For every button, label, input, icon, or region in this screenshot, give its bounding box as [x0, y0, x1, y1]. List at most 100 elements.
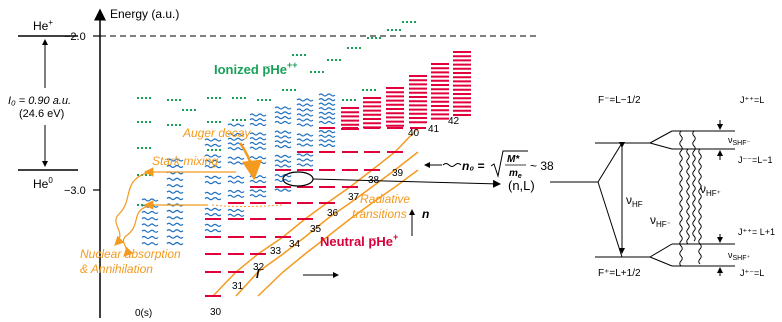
nu-shf-plus-label: νSHF⁺: [728, 250, 751, 262]
auger-level: [318, 111, 336, 115]
auger-level: [274, 188, 292, 192]
neutral-label: Neutral p̅He+: [320, 232, 398, 249]
n-axis-label: n: [422, 207, 429, 221]
cascade-chain-1: [212, 127, 419, 297]
auger-level: [141, 229, 159, 233]
cascade-chain-3: [257, 169, 419, 297]
radiative-cascade-chains: [212, 127, 419, 297]
ionization-energy-value: I₀ = 0.90 a.u.: [8, 95, 71, 107]
cascade-chain-2: [235, 151, 419, 297]
auger-level: [249, 156, 267, 160]
auger-level: [166, 196, 184, 201]
auger-level: [249, 137, 267, 141]
auger-level: [141, 223, 159, 227]
upper-metastable-levels: [341, 51, 471, 130]
auger-level: [296, 143, 314, 147]
he-plus-label: He+: [33, 18, 53, 33]
auger-level: [296, 123, 314, 127]
level-number-33: 33: [270, 246, 282, 257]
auger-level: [166, 222, 184, 226]
auger-level: [166, 216, 184, 220]
tick-label-minus2: −2.0: [64, 31, 86, 43]
auger-level: [274, 159, 292, 163]
level-number-34: 34: [289, 239, 301, 250]
auger-level: [318, 139, 336, 143]
annihilation-label: & Annihilation: [80, 262, 153, 276]
auger-level: [227, 208, 245, 213]
auger-level: [141, 235, 159, 240]
auger-level: [141, 198, 159, 202]
auger-level: [249, 132, 267, 136]
hf-transition: [698, 148, 702, 265]
level-number-42: 42: [448, 116, 460, 127]
f-minus-split-down: [649, 142, 673, 150]
auger-level: [204, 191, 222, 195]
auger-level: [166, 209, 184, 214]
auger-level: [318, 134, 336, 138]
zoom-arrow: [312, 178, 501, 188]
nu-hf-label: νHF: [626, 193, 643, 209]
auger-level: [296, 108, 314, 112]
auger-level: [204, 229, 222, 233]
auger-level: [204, 159, 222, 163]
auger-level: [249, 175, 267, 179]
auger-level: [227, 132, 245, 137]
radiative-label-line2: transitions: [352, 207, 407, 221]
auger-level: [166, 229, 184, 233]
auger-level: [249, 118, 267, 122]
nu-hf-minus-label: νHF⁻: [650, 213, 671, 229]
split-down-line: [597, 181, 623, 258]
auger-level: [166, 184, 184, 188]
level-number-31: 31: [232, 281, 244, 292]
hf-transition: [692, 130, 696, 242]
auger-level: [227, 147, 245, 151]
hyperfine-transitions: [679, 130, 702, 267]
nu-shf-minus-label: νSHF⁻: [728, 135, 751, 147]
n0-pointer-wave: [442, 163, 462, 167]
ionization-energy-ev: (24.6 eV): [19, 108, 64, 120]
level-number-32: 32: [253, 262, 265, 273]
auger-level: [227, 175, 245, 179]
level-number-35: 35: [310, 224, 322, 235]
level-number-36: 36: [327, 208, 339, 219]
n0-sqrt-sign: [490, 150, 528, 178]
auger-level: [274, 140, 292, 144]
n0-numerator: M*: [507, 154, 520, 165]
auger-level: [166, 235, 184, 239]
auger-level: [204, 181, 222, 185]
level-number-41: 41: [428, 124, 440, 135]
auger-level: [141, 242, 159, 246]
auger-level: [166, 158, 184, 162]
j-pm-top-label: J⁺⁺=L: [740, 95, 764, 105]
auger-level: [274, 116, 292, 120]
f-plus-label: F⁺=L+1/2: [598, 268, 641, 279]
auger-level: [204, 197, 222, 201]
stark-mixing-label: Stark mixing: [152, 154, 218, 168]
level-number-37: 37: [348, 192, 360, 203]
auger-level: [204, 138, 222, 142]
auger-level: [296, 103, 314, 107]
level-number-40: 40: [408, 128, 420, 139]
auger-level: [166, 190, 184, 194]
auger-level: [204, 175, 222, 179]
auger-decay-label: Auger decay: [182, 126, 251, 140]
auger-level: [227, 180, 245, 184]
auger-level: [274, 120, 292, 125]
selected-state-ellipse: [282, 171, 314, 187]
auger-level: [204, 165, 222, 169]
auger-level: [274, 135, 292, 139]
auger-level: [204, 207, 222, 211]
auger-level: [274, 164, 292, 168]
auger-level: [296, 133, 314, 137]
auger-level: [204, 223, 222, 227]
l-axis-label: l: [256, 267, 260, 281]
level-number-39: 39: [392, 168, 404, 179]
auger-level: [249, 189, 267, 193]
auger-level: [227, 194, 245, 198]
auger-level: [227, 161, 245, 165]
auger-level: [296, 118, 314, 122]
auger-level: [318, 102, 336, 106]
auger-level: [296, 113, 314, 117]
auger-level: [296, 158, 314, 162]
auger-level: [204, 213, 222, 217]
